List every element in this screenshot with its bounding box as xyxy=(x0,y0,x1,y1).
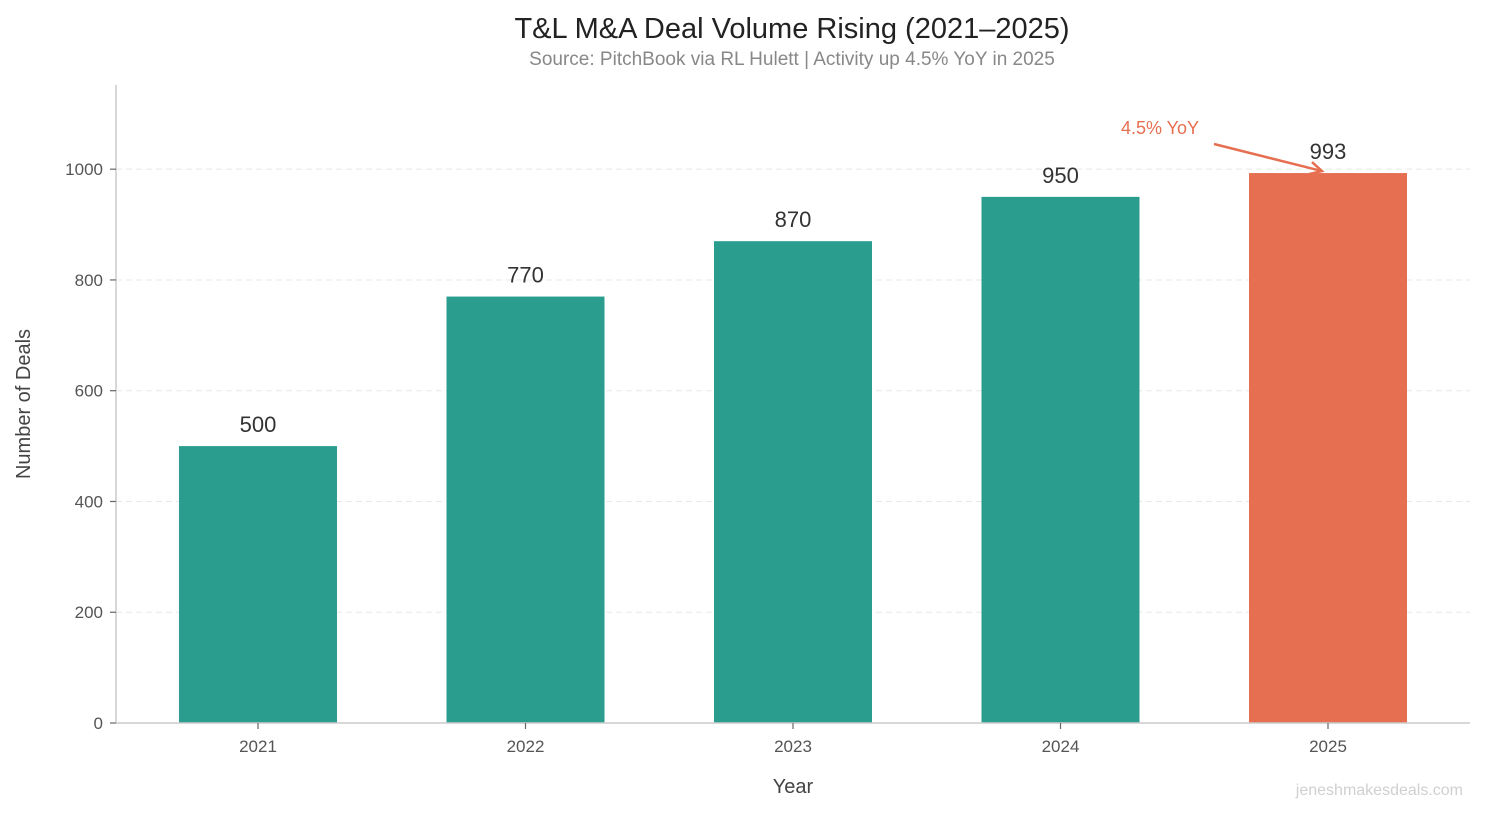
y-tick-label: 800 xyxy=(75,271,103,290)
x-tick-label: 2024 xyxy=(1042,737,1080,756)
chart-subtitle: Source: PitchBook via RL Hulett | Activi… xyxy=(529,49,1055,70)
data-label: 993 xyxy=(1310,139,1347,164)
x-tick-label: 2021 xyxy=(239,737,277,756)
bars xyxy=(179,173,1407,724)
annotation: 4.5% YoY xyxy=(1121,118,1325,176)
bar-2025 xyxy=(1249,173,1407,723)
y-tick-label: 600 xyxy=(75,382,103,401)
data-label: 950 xyxy=(1042,163,1079,188)
data-label: 500 xyxy=(240,412,277,437)
y-axis-label: Number of Deals xyxy=(13,329,35,479)
chart-title: T&L M&A Deal Volume Rising (2021–2025) xyxy=(514,13,1069,45)
bar-2024 xyxy=(981,196,1140,723)
x-tick-label: 2025 xyxy=(1309,737,1347,756)
annotation-text: 4.5% YoY xyxy=(1121,118,1199,138)
x-ticks: 2021 2022 2023 2024 2025 xyxy=(239,723,1347,756)
y-tick-label: 400 xyxy=(75,492,103,511)
data-label: 770 xyxy=(507,263,544,288)
x-tick-label: 2022 xyxy=(507,737,545,756)
watermark: jeneshmakesdeals.com xyxy=(1295,782,1463,799)
data-labels: 500 770 870 950 993 xyxy=(240,139,1347,437)
bar-2022 xyxy=(446,296,605,723)
y-ticks: 0 200 400 600 800 1000 xyxy=(65,160,116,733)
x-axis-label: Year xyxy=(773,776,814,798)
y-tick-label: 200 xyxy=(75,603,103,622)
x-tick-label: 2023 xyxy=(774,737,812,756)
annotation-arrow xyxy=(1213,142,1323,173)
y-tick-label: 1000 xyxy=(65,160,103,179)
data-label: 870 xyxy=(775,207,812,232)
arrowhead-icon xyxy=(1308,161,1325,176)
y-tick-label: 0 xyxy=(94,714,103,733)
gridlines xyxy=(116,168,1470,613)
bar-2021 xyxy=(179,446,337,723)
bar-2023 xyxy=(714,241,872,724)
